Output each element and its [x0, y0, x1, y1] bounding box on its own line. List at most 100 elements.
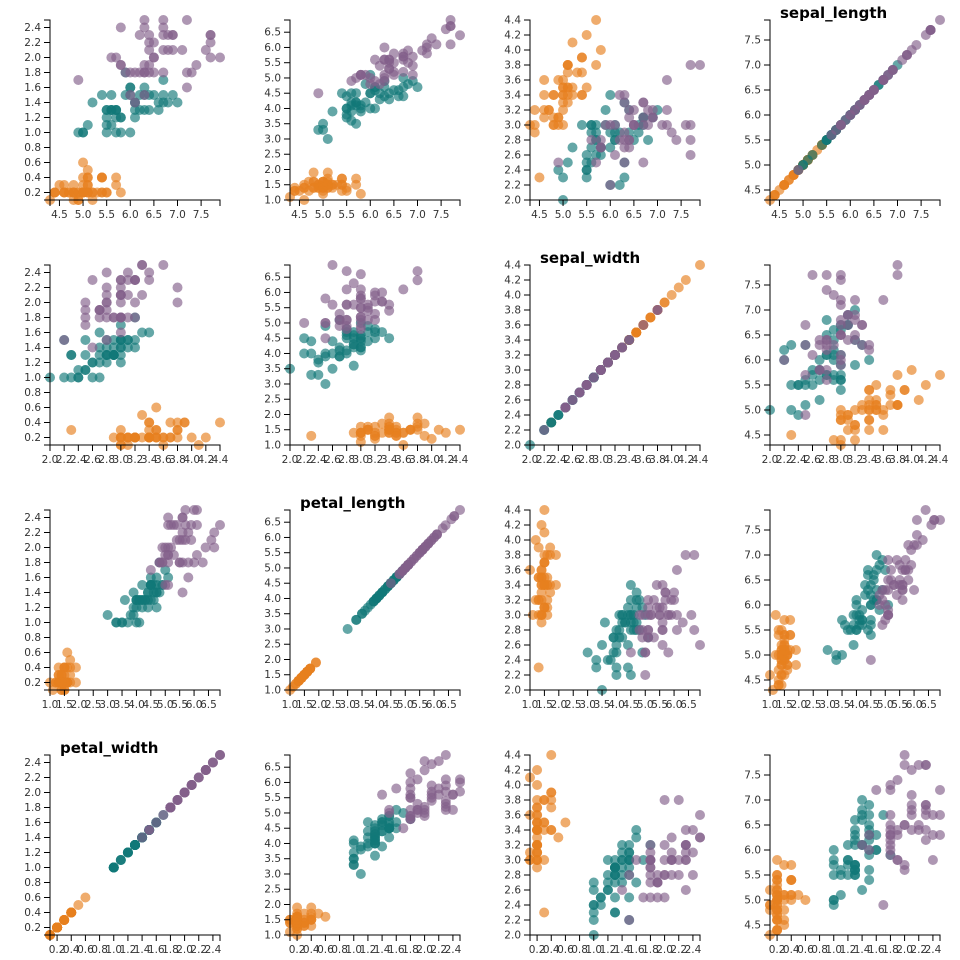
- x-tick-label: 2.5: [325, 699, 342, 711]
- x-tick: 3.2: [847, 445, 863, 466]
- point-versicolor: [610, 862, 620, 873]
- y-tick: 4.5: [264, 333, 290, 345]
- point-setosa: [151, 432, 162, 443]
- y-tick-label: 5.5: [744, 135, 761, 147]
- x-tick-label: 4.0: [423, 454, 440, 466]
- point-virginica: [412, 275, 423, 286]
- point-virginica: [419, 801, 430, 812]
- x-tick: 5.0: [75, 200, 91, 221]
- x-tick-label: 2.4: [925, 944, 942, 956]
- y-tick-label: 2.6: [504, 150, 521, 162]
- y-tick-label: 1.0: [24, 372, 41, 384]
- point-setosa: [534, 172, 545, 183]
- point-virginica: [586, 135, 597, 145]
- x-tick-label: 6.0: [426, 699, 443, 711]
- y-tick: 3.6: [504, 320, 530, 332]
- y-tick: 4.0: [264, 103, 290, 115]
- point-virginica: [671, 610, 682, 620]
- point-versicolor: [614, 180, 625, 190]
- point-virginica: [87, 342, 98, 353]
- x-tick-label: 0.4: [303, 944, 320, 956]
- point-versicolor: [625, 580, 636, 590]
- y-tick: 3.6: [504, 810, 530, 822]
- y-tick-label: 0.8: [24, 142, 41, 154]
- point-versicolor: [134, 595, 145, 605]
- point-setosa: [572, 67, 583, 78]
- point-virginica: [181, 15, 192, 25]
- y-tick-label: 2.2: [24, 527, 41, 539]
- point-versicolor: [608, 632, 619, 643]
- point-versicolor: [814, 375, 825, 385]
- point-virginica: [139, 22, 150, 33]
- y-tick: 0.4: [24, 417, 50, 429]
- point-virginica: [181, 67, 192, 78]
- y-tick-label: 4.0: [504, 780, 521, 792]
- point-virginica: [891, 590, 902, 600]
- x-axis-line: [49, 934, 221, 941]
- y-tick: 2.4: [24, 267, 50, 279]
- y-tick-label: 6.5: [744, 575, 761, 587]
- point-setosa: [306, 430, 317, 441]
- y-tick-label: 6.5: [744, 330, 761, 342]
- y-tick-label: 3.4: [504, 580, 521, 592]
- y-tick-label: 1.4: [24, 97, 41, 109]
- x-tick-label: 2.2: [430, 944, 447, 956]
- point-versicolor: [313, 369, 324, 380]
- x-tick-label: 6.0: [602, 209, 619, 221]
- y-tick: 7.0: [744, 305, 770, 317]
- point-virginica: [645, 840, 656, 850]
- point-setosa: [546, 825, 557, 835]
- x-tick: 4.4: [932, 445, 949, 466]
- point-versicolor: [828, 355, 839, 365]
- y-tick: 6.0: [264, 532, 290, 544]
- x-tick-label: 2.5: [565, 699, 582, 711]
- x-tick: 1.0: [282, 690, 298, 711]
- y-tick: 0.8: [24, 142, 50, 154]
- point-versicolor: [617, 847, 628, 858]
- y-tick-label: 2.0: [24, 297, 41, 309]
- y-tick-label: 6.0: [264, 777, 281, 789]
- point-versicolor: [144, 327, 155, 338]
- point-virginica: [614, 90, 625, 100]
- point-versicolor: [108, 350, 119, 360]
- point-virginica: [857, 320, 868, 330]
- point-virginica: [172, 297, 183, 308]
- point-setosa: [545, 542, 556, 553]
- point-setosa: [59, 662, 70, 673]
- point-setosa: [539, 505, 550, 515]
- point-versicolor: [106, 90, 117, 100]
- y-tick: 0.6: [24, 892, 50, 904]
- point-virginica: [602, 357, 613, 368]
- y-tick: 7.5: [744, 770, 770, 782]
- point-virginica: [379, 72, 390, 83]
- y-tick-label: 1.5: [264, 179, 281, 191]
- x-tick: 5.5: [171, 690, 188, 711]
- point-virginica: [158, 15, 169, 25]
- y-axis-line: [44, 19, 51, 201]
- points: [285, 750, 465, 940]
- point-virginica: [94, 305, 105, 315]
- point-versicolor: [591, 127, 602, 138]
- point-virginica: [595, 135, 606, 145]
- x-tick: 3.5: [594, 690, 610, 711]
- y-axis: 0.20.40.60.81.01.21.41.61.82.02.22.4: [24, 509, 51, 691]
- point-versicolor: [80, 365, 91, 375]
- y-tick: 2.0: [24, 542, 50, 554]
- x-tick: 3.0: [339, 690, 356, 711]
- point-versicolor: [588, 915, 599, 925]
- point-versicolor: [115, 342, 126, 353]
- x-tick: 2.0: [762, 445, 778, 466]
- point-setosa: [536, 617, 547, 628]
- y-tick-label: 3.8: [504, 550, 521, 562]
- point-virginica: [180, 505, 191, 515]
- y-axis-line: [764, 19, 771, 201]
- y-tick-label: 1.2: [24, 602, 41, 614]
- y-tick: 3.5: [264, 608, 290, 620]
- point-virginica: [144, 825, 155, 835]
- y-tick: 2.0: [24, 787, 50, 799]
- point-virginica: [166, 542, 177, 553]
- x-tick-label: 5.5: [98, 209, 115, 221]
- point-virginica: [886, 565, 897, 575]
- point-versicolor: [351, 614, 362, 625]
- point-setosa: [539, 112, 550, 123]
